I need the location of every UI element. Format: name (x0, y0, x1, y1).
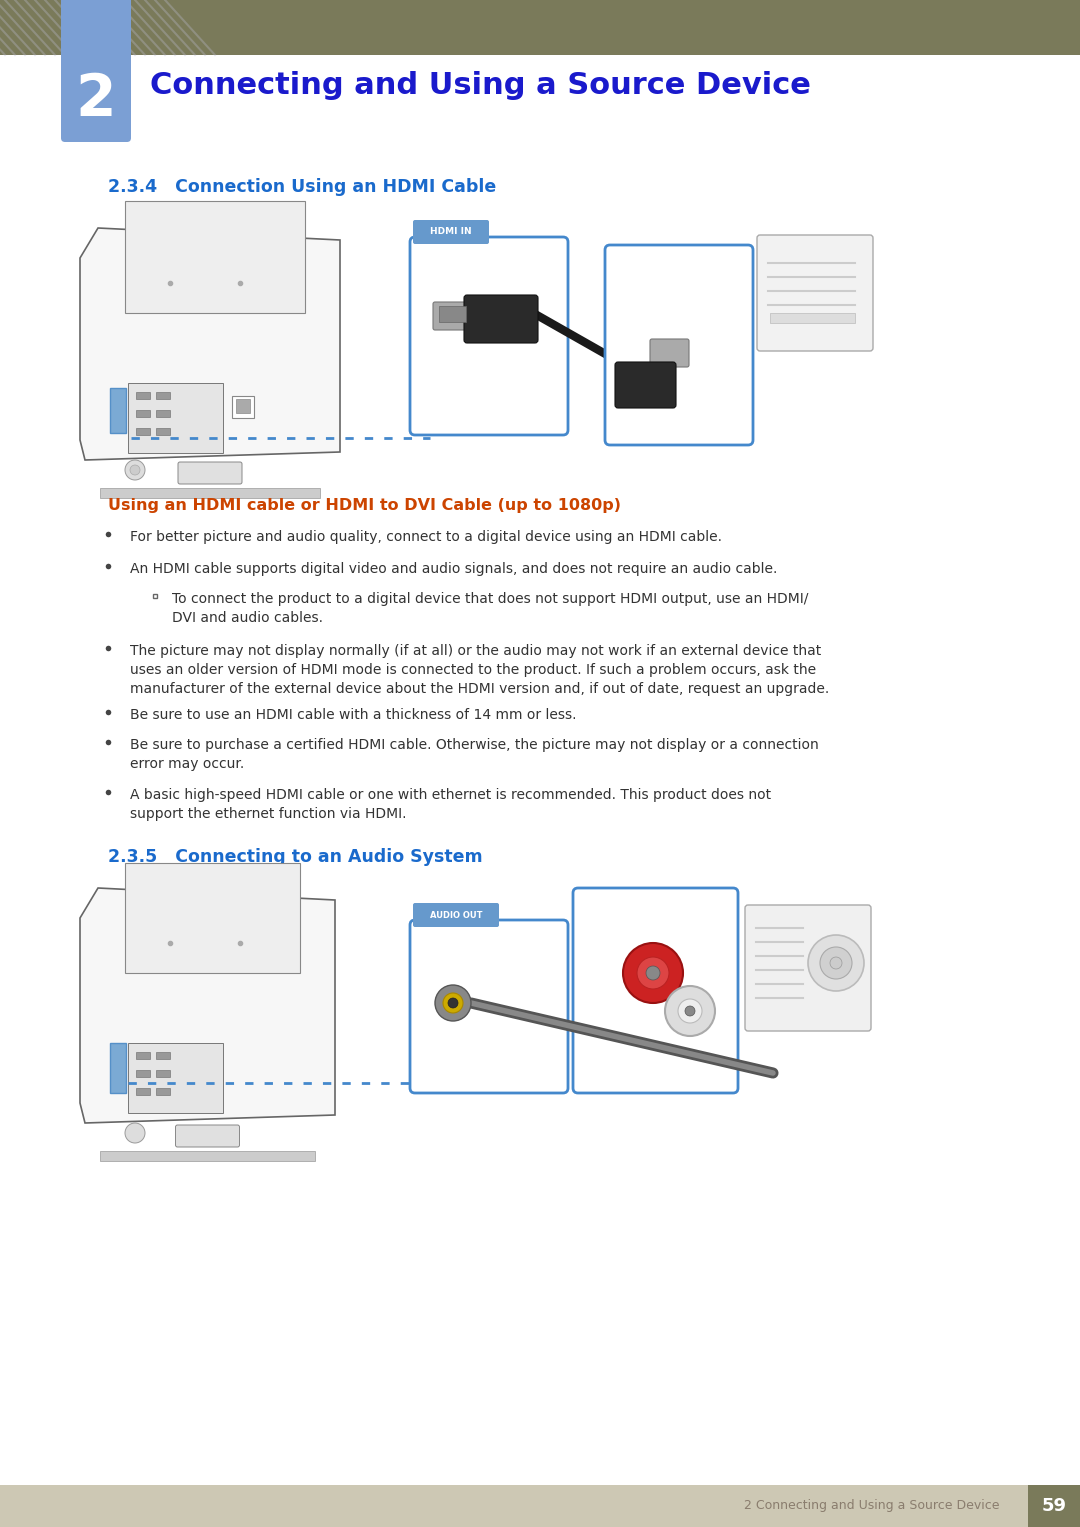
Circle shape (808, 935, 864, 991)
FancyBboxPatch shape (178, 463, 242, 484)
Bar (156, 1052, 170, 1060)
Bar (100, 489, 320, 498)
Text: The picture may not display normally (if at all) or the audio may not work if an: The picture may not display normally (if… (130, 644, 829, 696)
Bar (110, 1043, 126, 1093)
Bar (438, 305, 465, 322)
Circle shape (646, 967, 660, 980)
Bar (125, 202, 305, 313)
FancyBboxPatch shape (60, 0, 131, 142)
Circle shape (820, 947, 852, 979)
Text: Be sure to use an HDMI cable with a thickness of 14 mm or less.: Be sure to use an HDMI cable with a thic… (130, 709, 577, 722)
FancyBboxPatch shape (757, 235, 873, 351)
Circle shape (665, 986, 715, 1035)
Bar (110, 388, 126, 434)
Text: To connect the product to a digital device that does not support HDMI output, us: To connect the product to a digital devi… (172, 592, 808, 625)
Circle shape (831, 957, 842, 970)
Text: HDMI IN: HDMI IN (430, 228, 472, 237)
Bar (136, 392, 150, 399)
Bar (136, 1089, 150, 1095)
Bar (136, 1070, 150, 1077)
Text: Be sure to purchase a certified HDMI cable. Otherwise, the picture may not displ: Be sure to purchase a certified HDMI cab… (130, 738, 819, 771)
Text: AUDIO OUT: AUDIO OUT (430, 910, 483, 919)
Circle shape (623, 944, 683, 1003)
Bar (129, 1043, 222, 1113)
FancyBboxPatch shape (410, 237, 568, 435)
Circle shape (685, 1006, 696, 1015)
Text: Connecting and Using a Source Device: Connecting and Using a Source Device (150, 70, 811, 99)
Bar (0, 1484, 1080, 1527)
Text: Using an HDMI cable or HDMI to DVI Cable (up to 1080p): Using an HDMI cable or HDMI to DVI Cable… (108, 498, 621, 513)
Bar (136, 1052, 150, 1060)
FancyBboxPatch shape (745, 906, 870, 1031)
Bar (156, 1089, 170, 1095)
Bar (232, 395, 254, 418)
Bar (0, 0, 1080, 55)
FancyBboxPatch shape (605, 244, 753, 444)
Bar (237, 399, 249, 412)
FancyBboxPatch shape (464, 295, 538, 344)
Text: 2 Connecting and Using a Source Device: 2 Connecting and Using a Source Device (744, 1500, 1000, 1513)
Circle shape (435, 985, 471, 1022)
FancyBboxPatch shape (615, 362, 676, 408)
Bar (156, 392, 170, 399)
Text: 59: 59 (1041, 1496, 1067, 1515)
Text: An HDMI cable supports digital video and audio signals, and does not require an : An HDMI cable supports digital video and… (130, 562, 778, 576)
Text: 2.3.5   Connecting to an Audio System: 2.3.5 Connecting to an Audio System (108, 847, 483, 866)
Polygon shape (80, 228, 340, 460)
FancyBboxPatch shape (413, 902, 499, 927)
Circle shape (637, 957, 669, 989)
Circle shape (125, 460, 145, 479)
Text: A basic high-speed HDMI cable or one with ethernet is recommended. This product : A basic high-speed HDMI cable or one wit… (130, 788, 771, 822)
Bar (156, 1070, 170, 1077)
Bar (156, 411, 170, 417)
Bar (100, 1151, 315, 1161)
Polygon shape (80, 889, 335, 1122)
Bar (136, 411, 150, 417)
Circle shape (443, 993, 463, 1012)
Bar (136, 428, 150, 435)
FancyBboxPatch shape (413, 220, 489, 244)
Circle shape (130, 466, 140, 475)
FancyBboxPatch shape (175, 1125, 240, 1147)
Circle shape (125, 1122, 145, 1144)
FancyBboxPatch shape (650, 339, 689, 366)
Circle shape (448, 999, 458, 1008)
Bar (1028, 1484, 1080, 1527)
Bar (156, 428, 170, 435)
FancyBboxPatch shape (433, 302, 472, 330)
FancyBboxPatch shape (410, 919, 568, 1093)
Circle shape (678, 999, 702, 1023)
Bar (770, 313, 855, 324)
Bar (129, 383, 222, 454)
Text: 2: 2 (76, 70, 117, 128)
Bar (125, 863, 300, 973)
Text: For better picture and audio quality, connect to a digital device using an HDMI : For better picture and audio quality, co… (130, 530, 723, 544)
Text: 2.3.4   Connection Using an HDMI Cable: 2.3.4 Connection Using an HDMI Cable (108, 179, 496, 195)
FancyBboxPatch shape (573, 889, 738, 1093)
